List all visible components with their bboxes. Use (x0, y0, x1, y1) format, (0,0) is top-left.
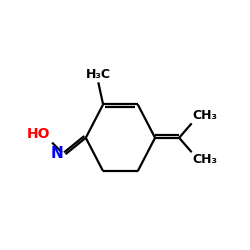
Text: H₃C: H₃C (86, 68, 111, 81)
Text: CH₃: CH₃ (192, 153, 218, 166)
Text: CH₃: CH₃ (192, 110, 218, 122)
Text: HO: HO (27, 127, 50, 141)
Text: N: N (50, 146, 63, 161)
